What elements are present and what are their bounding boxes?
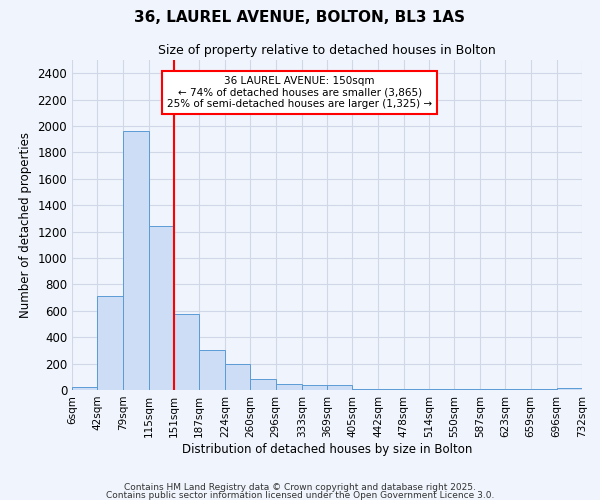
Bar (199, 350, 225, 390)
Text: 36 LAUREL AVENUE: 150sqm
← 74% of detached houses are smaller (3,865)
25% of sem: 36 LAUREL AVENUE: 150sqm ← 74% of detach… (167, 76, 432, 109)
Bar (149, 226, 174, 390)
Bar (72, 388, 97, 390)
Bar (97, 296, 123, 390)
Title: Size of property relative to detached houses in Bolton: Size of property relative to detached ho… (158, 44, 496, 58)
Bar (250, 380, 276, 390)
Bar (276, 384, 302, 390)
X-axis label: Distribution of detached houses by size in Bolton: Distribution of detached houses by size … (182, 442, 472, 456)
Text: Contains HM Land Registry data © Crown copyright and database right 2025.: Contains HM Land Registry data © Crown c… (124, 484, 476, 492)
Bar (123, 132, 149, 390)
Bar (327, 386, 352, 390)
Y-axis label: Number of detached properties: Number of detached properties (19, 132, 32, 318)
Bar (302, 386, 327, 390)
Bar (225, 364, 250, 390)
Bar (557, 388, 582, 390)
Text: 36, LAUREL AVENUE, BOLTON, BL3 1AS: 36, LAUREL AVENUE, BOLTON, BL3 1AS (134, 10, 466, 25)
Text: Contains public sector information licensed under the Open Government Licence 3.: Contains public sector information licen… (106, 490, 494, 500)
Bar (174, 314, 199, 390)
